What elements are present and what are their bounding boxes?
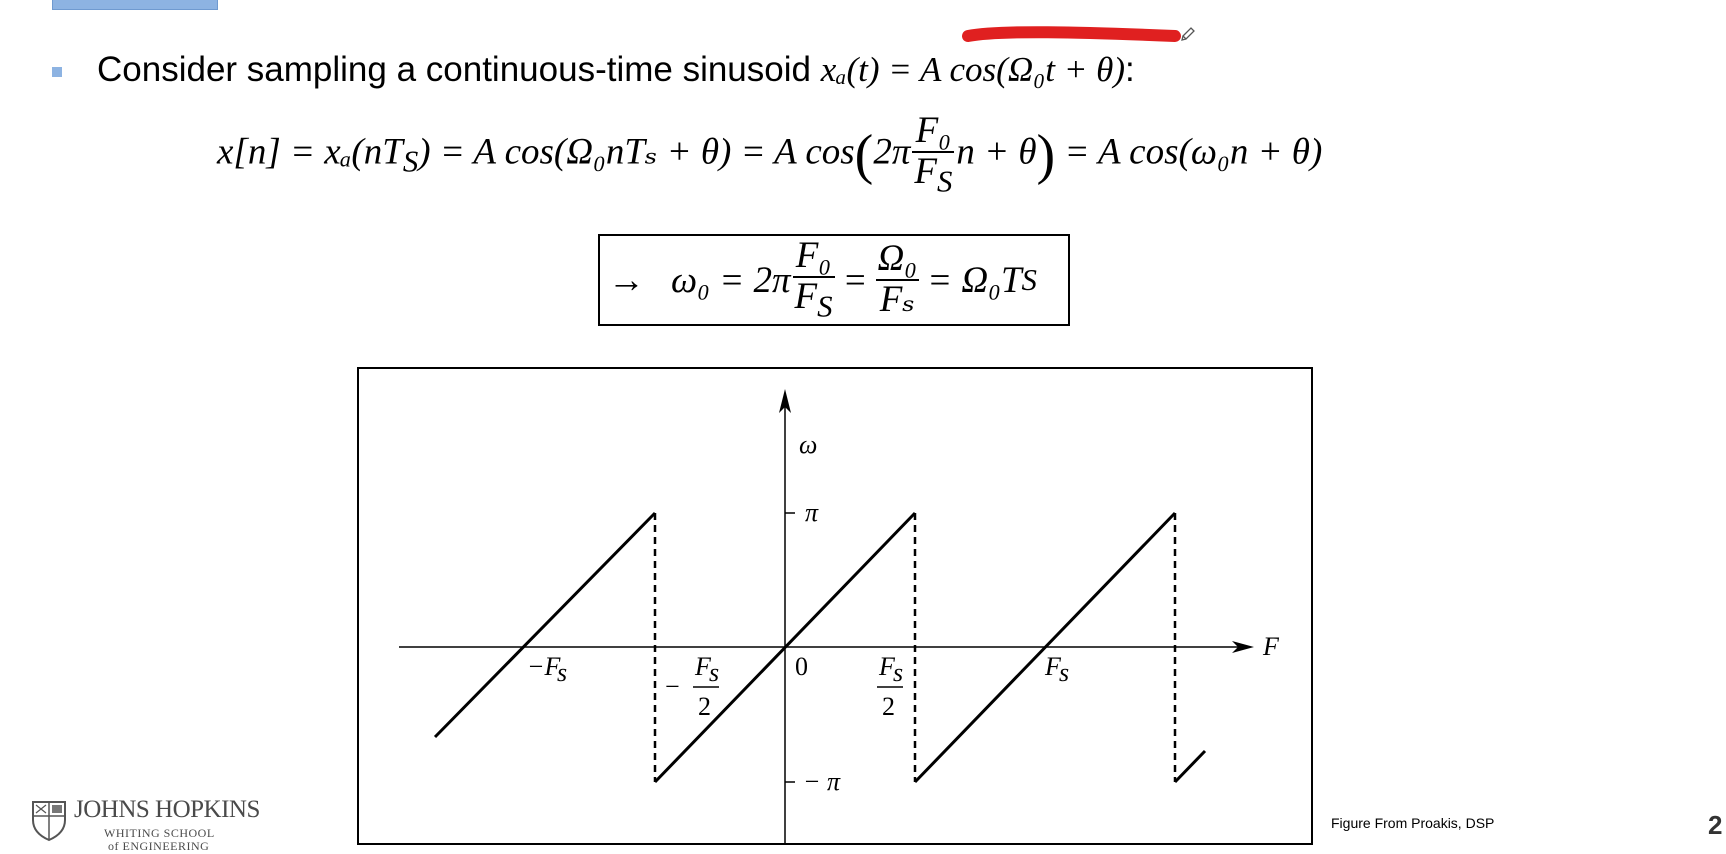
bullet-lead-text: Consider sampling a continuous-time sinu…	[97, 50, 811, 89]
x-axis-arrowhead	[1232, 641, 1254, 653]
logo-subtitle-1: WHITING SCHOOL	[104, 826, 215, 840]
eq-open-paren: (	[854, 123, 874, 186]
result-eq2-sub: S	[1021, 262, 1037, 297]
fs-sub: s	[1059, 658, 1069, 687]
frequency-mapping-figure: ω F π − π 0 −F s F s − F s 2 F s 2	[399, 389, 1280, 843]
logo-title: JOHNS HOPKINS	[74, 796, 260, 823]
pen-cursor-icon	[1181, 27, 1195, 41]
figure-caption: Figure From Proakis, DSP	[1331, 815, 1495, 831]
eq-part3: n + θ	[956, 131, 1037, 173]
omega-axis-label: ω	[799, 430, 817, 459]
result-frac2-den: Fₛ	[879, 279, 915, 320]
result-lhs: ω₀ = 2π	[671, 259, 791, 301]
discontinuity-lines	[653, 513, 1177, 782]
fs-label: F s	[1044, 652, 1069, 687]
pi-label: π	[805, 498, 819, 527]
result-box: → ω₀ = 2π F₀ FS = Ω₀ Fₛ = Ω₀T S	[598, 234, 1070, 326]
f-axis-label: F	[1262, 632, 1280, 661]
zero-label: 0	[795, 652, 808, 681]
sawtooth-segment-4	[1173, 749, 1207, 784]
bullet-colon: :	[1125, 50, 1135, 89]
half-den: 2	[882, 692, 895, 721]
neg-half-den: 2	[698, 692, 711, 721]
neg-pi-label: − π	[803, 767, 841, 796]
highlight-stroke	[962, 26, 1181, 42]
bullet-text: Consider sampling a continuous-time sinu…	[97, 50, 1135, 90]
neg-fs-text: −F	[527, 652, 562, 681]
highlighter-annotation	[962, 26, 1195, 42]
eq-rhs: = A cos(ω₀n + θ)	[1064, 131, 1323, 173]
result-eq2: = Ω₀T	[927, 259, 1022, 301]
half-fs-label: F s 2	[877, 652, 903, 721]
bullet-math: xₐ(t) = A cos(Ω₀t + θ)	[820, 50, 1125, 89]
top-decoration-tab	[52, 0, 218, 10]
sampling-equation: x[n] = xₐ(nTS) = A cos(Ω₀nTₛ + θ) = A co…	[217, 111, 1323, 199]
sawtooth-segment-1	[433, 511, 657, 739]
eq-two-pi: 2π	[873, 131, 911, 173]
neg-half-fs-label: − F s 2	[665, 652, 719, 721]
result-frac1-num: F₀	[792, 236, 835, 279]
half-num: F	[878, 652, 896, 681]
sawtooth-curve	[433, 511, 1207, 784]
neg-fs-sub: s	[557, 658, 567, 687]
eq-frac-den: F	[914, 150, 937, 192]
sawtooth-segment-3	[913, 511, 1177, 784]
fs-text: F	[1044, 652, 1062, 681]
result-frac1-den: F	[794, 276, 818, 318]
half-num-sub: s	[893, 658, 903, 687]
y-axis-arrowhead	[779, 389, 791, 413]
eq-part2: ) = A cos(Ω₀nTₛ + θ) = A cos	[418, 131, 855, 173]
result-eq1: =	[842, 259, 868, 301]
neg-fs-label: −F s	[527, 652, 567, 687]
result-frac2: Ω₀ Fₛ	[875, 238, 920, 320]
neg-half-num-sub: s	[709, 658, 719, 687]
eq-close-paren: )	[1036, 123, 1056, 186]
result-frac2-num: Ω₀	[875, 238, 920, 281]
bullet-marker	[52, 67, 62, 77]
eq-lhs: x[n] = xₐ(nT	[217, 131, 403, 173]
result-frac1-den-sub: S	[817, 289, 833, 324]
logo-subtitle-2: of ENGINEERING	[108, 839, 210, 853]
eq-frac-num: F₀	[912, 111, 955, 153]
page-number: 2	[1708, 810, 1723, 840]
eq-fraction: F₀ FS	[912, 111, 955, 199]
eq-lhs-sub: S	[402, 144, 419, 179]
university-shield-icon	[32, 801, 66, 842]
result-frac1: F₀ FS	[792, 236, 835, 324]
eq-frac-den-sub: S	[936, 164, 953, 199]
neg-half-minus: −	[665, 672, 680, 701]
neg-half-num: F	[694, 652, 712, 681]
sawtooth-segment-2	[653, 511, 917, 784]
figure-frame: ω F π − π 0 −F s F s − F s 2 F s 2	[357, 367, 1313, 845]
arrow-icon: →	[608, 259, 645, 301]
